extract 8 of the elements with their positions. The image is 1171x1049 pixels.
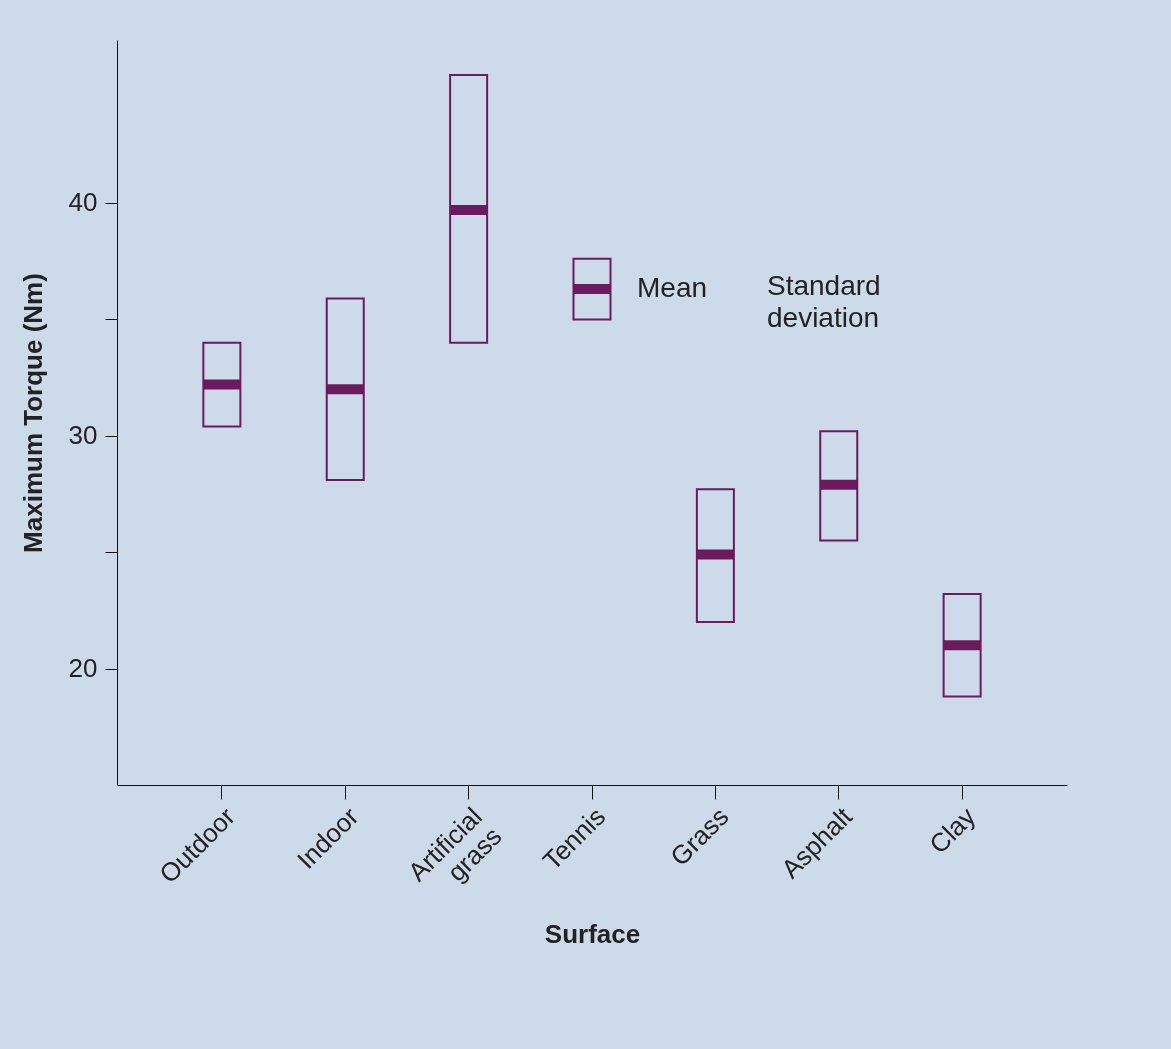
- y-axis-title: Maximum Torque (Nm): [17, 273, 48, 553]
- y-tick-label: 40: [68, 187, 98, 218]
- x-tick-label: Clay: [923, 801, 982, 860]
- x-axis-title: Surface: [544, 919, 641, 950]
- y-tick-label: 30: [68, 420, 98, 451]
- y-tick-label: 20: [68, 653, 98, 684]
- annotation: Mean: [637, 272, 708, 304]
- annotation: Standard deviation: [767, 270, 881, 334]
